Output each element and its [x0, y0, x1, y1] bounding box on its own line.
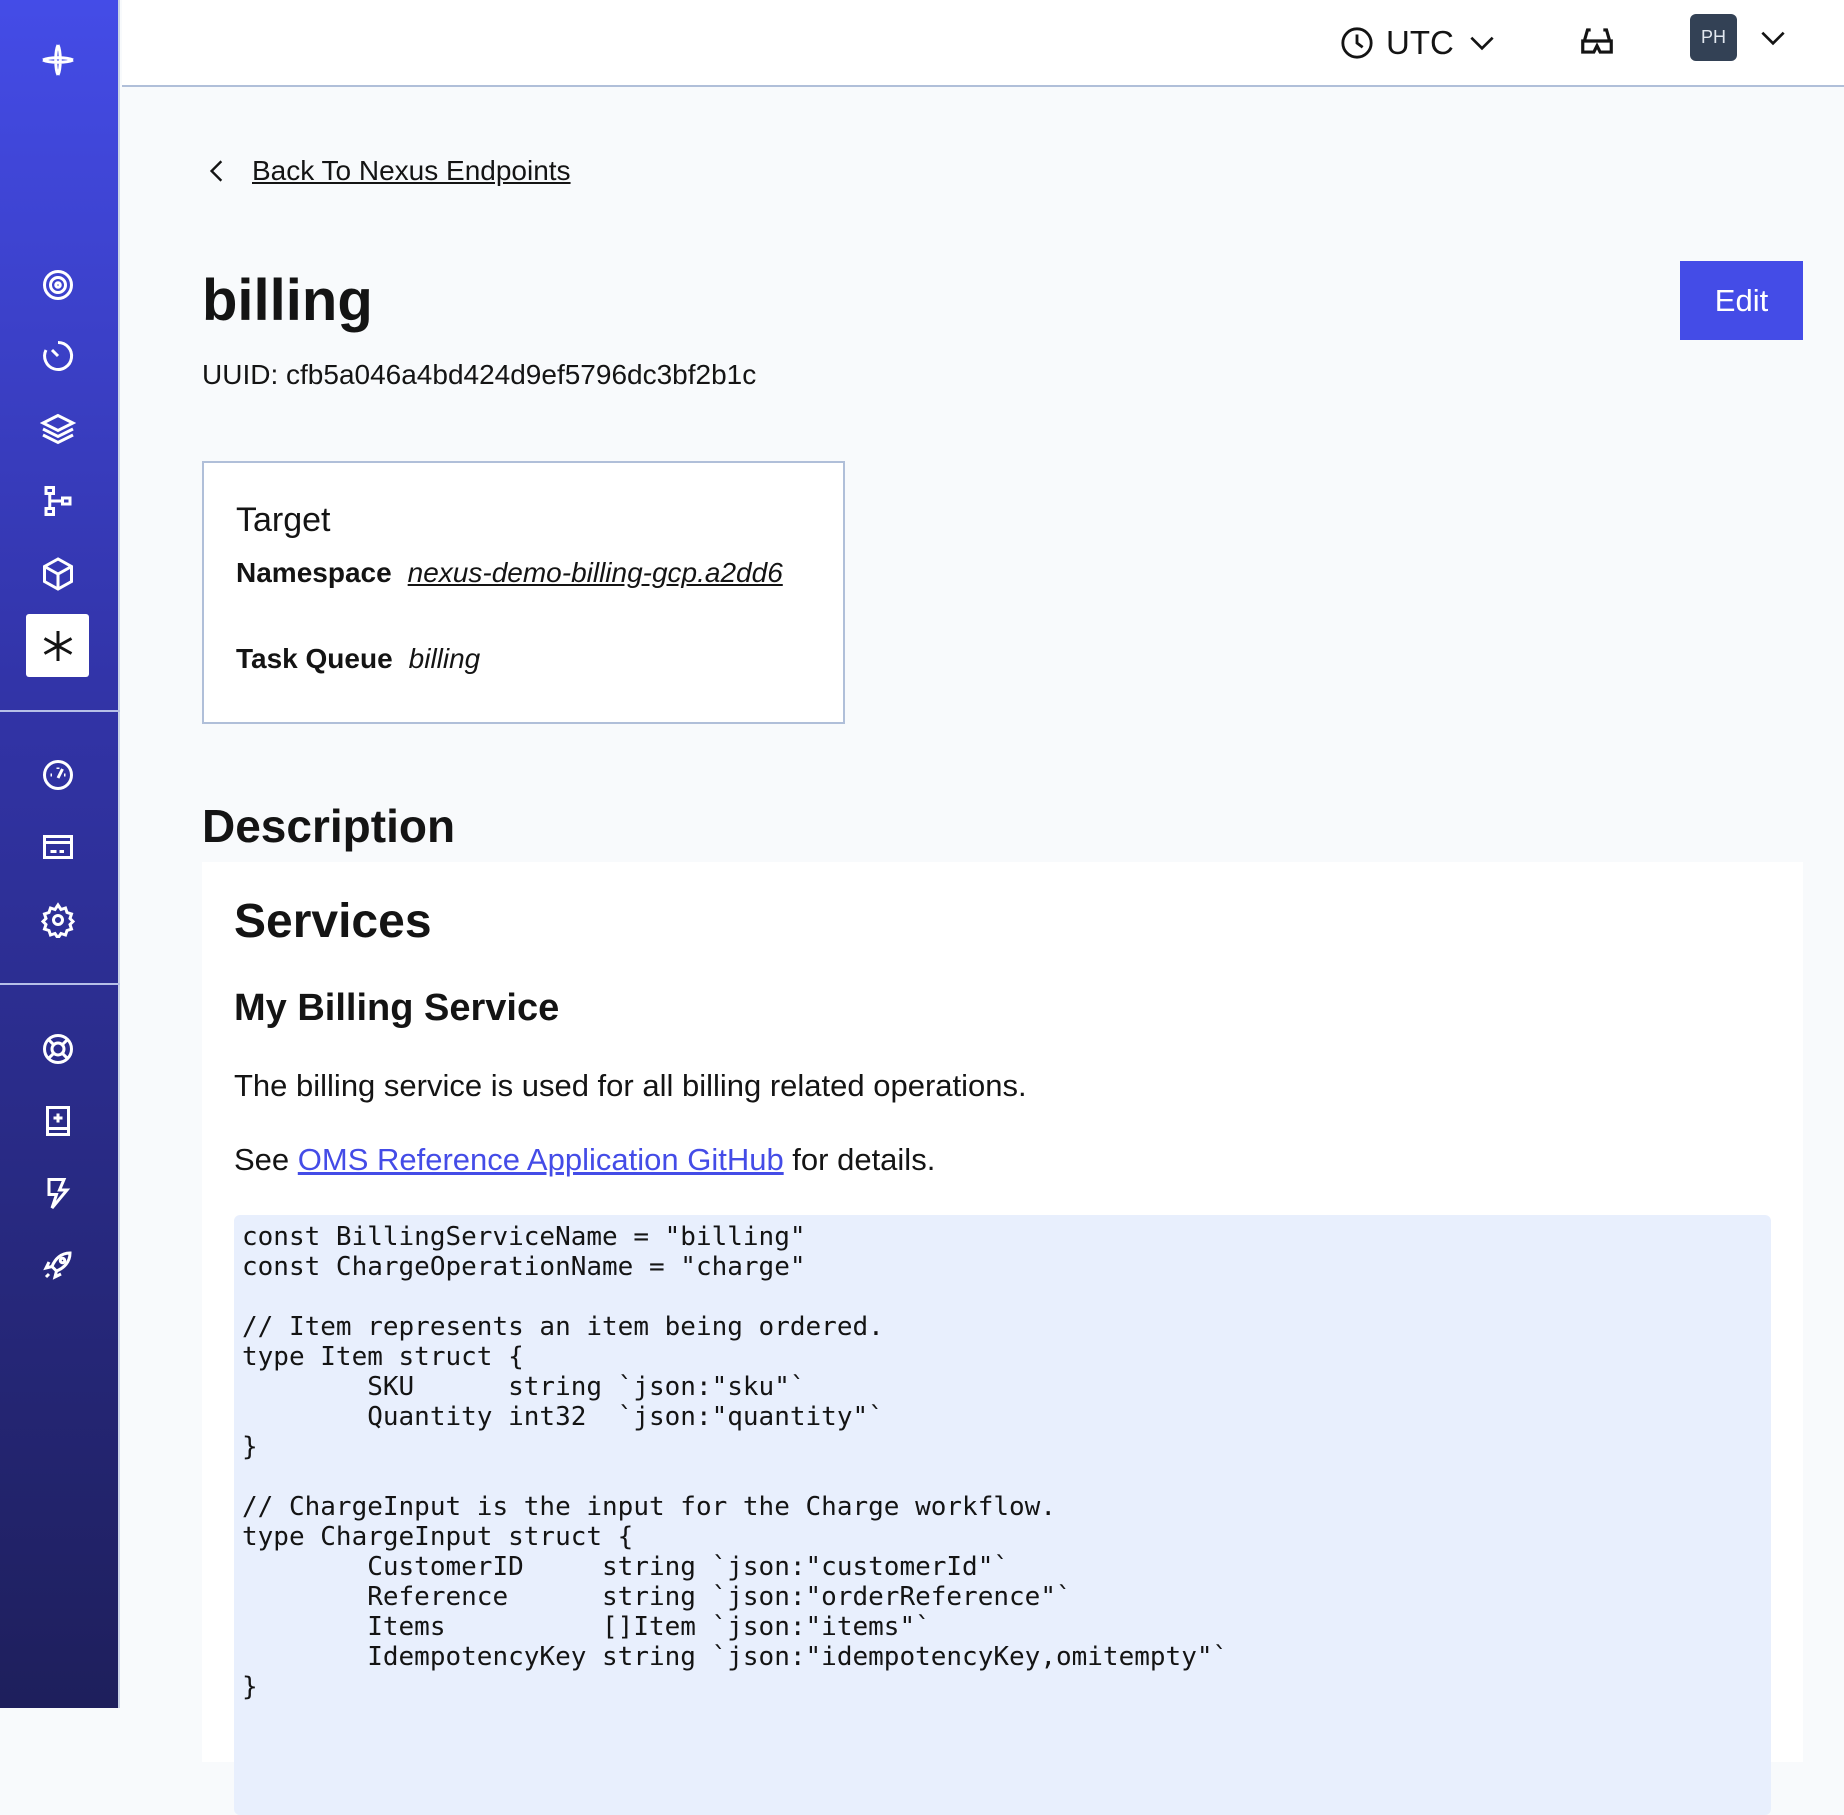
namespace-label: Namespace	[236, 557, 392, 588]
timezone-label: UTC	[1386, 24, 1454, 61]
deployments-icon[interactable]	[36, 479, 80, 523]
see-prefix: See	[234, 1142, 298, 1177]
main-content: Back To Nexus Endpoints billing UUID: cf…	[122, 87, 1844, 1815]
glasses-icon	[1581, 28, 1613, 54]
uuid: UUID: cfb5a046a4bd424d9ef5796dc3bf2b1c	[202, 359, 756, 391]
chevron-down-icon	[1470, 36, 1494, 51]
archive-icon[interactable]	[36, 552, 80, 596]
get-started-icon[interactable]	[36, 1243, 80, 1287]
schedules-icon[interactable]	[36, 334, 80, 378]
see-details: See OMS Reference Application GitHub for…	[234, 1142, 935, 1178]
chevron-left-icon	[209, 160, 223, 182]
services-heading: Services	[234, 895, 432, 948]
description-heading: Description	[202, 800, 456, 852]
uuid-label: UUID:	[202, 359, 279, 390]
namespaces-icon[interactable]	[36, 407, 80, 451]
usage-icon[interactable]	[36, 753, 80, 797]
code-block: const BillingServiceName = "billing" con…	[234, 1215, 1771, 1815]
task-queue-label: Task Queue	[236, 643, 393, 674]
target-title: Target	[236, 501, 331, 539]
back-link[interactable]: Back To Nexus Endpoints	[204, 155, 571, 187]
settings-icon[interactable]	[36, 898, 80, 942]
service-description: The billing service is used for all bill…	[234, 1068, 1027, 1103]
top-header: UTC PH	[122, 0, 1844, 87]
logo-icon[interactable]	[36, 38, 80, 82]
nexus-icon[interactable]	[26, 614, 89, 677]
service-heading: My Billing Service	[234, 987, 560, 1029]
back-to-endpoints-link[interactable]: Back To Nexus Endpoints	[252, 155, 571, 186]
edit-button[interactable]: Edit	[1680, 261, 1803, 340]
labs-mode-button[interactable]	[1578, 22, 1616, 60]
sidebar	[0, 0, 120, 1708]
feedback-icon[interactable]	[36, 1171, 80, 1215]
support-icon[interactable]	[36, 1027, 80, 1071]
timezone-selector[interactable]: UTC	[1340, 20, 1498, 66]
uuid-value: cfb5a046a4bd424d9ef5796dc3bf2b1c	[286, 359, 757, 390]
avatar: PH	[1690, 14, 1737, 61]
description-content: Services My Billing Service The billing …	[202, 862, 1803, 1815]
code-text: const BillingServiceName = "billing" con…	[242, 1222, 1229, 1702]
sidebar-divider	[0, 983, 120, 985]
target-card: Target Namespace nexus-demo-billing-gcp.…	[202, 461, 845, 724]
task-queue-value: billing	[408, 643, 481, 674]
page-title: billing	[202, 268, 373, 333]
docs-icon[interactable]	[36, 1099, 80, 1143]
workflows-icon[interactable]	[36, 263, 80, 307]
clock-icon	[1341, 27, 1373, 59]
sidebar-divider	[0, 710, 120, 712]
namespace-link[interactable]: nexus-demo-billing-gcp.a2dd6	[407, 557, 783, 588]
see-suffix: for details.	[783, 1142, 936, 1177]
oms-github-link[interactable]: OMS Reference Application GitHub	[297, 1142, 784, 1177]
billing-icon[interactable]	[36, 825, 80, 869]
chevron-down-icon	[1761, 31, 1785, 45]
user-menu[interactable]: PH	[1690, 14, 1789, 61]
